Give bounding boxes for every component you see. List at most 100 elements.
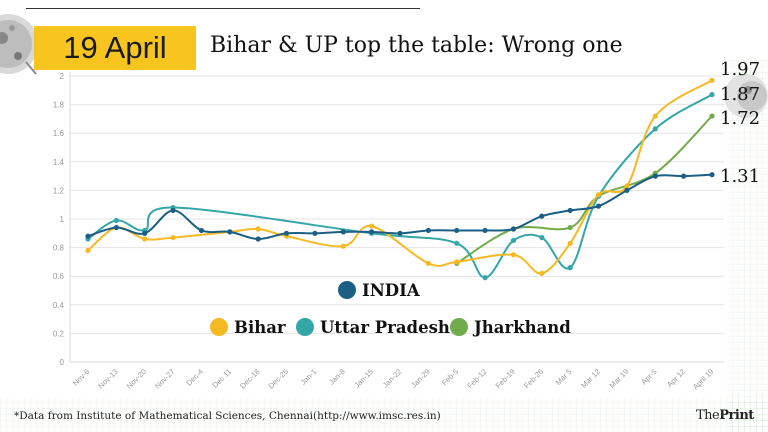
x-tick-label: Nov-20 [125,367,148,390]
source-note: *Data from Institute of Mathematical Sci… [14,410,441,422]
y-tick-label: 0.6 [53,272,65,281]
date-badge: 19 April [34,26,196,70]
data-point-uttar-pradesh [113,217,119,224]
data-point-bihar [652,113,658,119]
legend-label-india: INDIA [362,281,420,300]
legend-label-jharkhand: Jharkhand [472,318,571,337]
data-point-uttar-pradesh [652,126,658,132]
brand-print: Print [719,408,754,423]
data-point-jharkhand [567,224,573,231]
data-point-bihar [595,192,602,198]
x-tick-label: Dec 11 [210,367,233,390]
data-point-uttar-pradesh [709,91,715,98]
legend-swatch-india [338,281,356,299]
data-point-bihar [369,223,375,229]
brand-logo: ThePrint [696,408,754,423]
data-point-uttar-pradesh [510,237,517,244]
data-point-bihar [255,226,261,232]
x-tick-label: Jan-22 [381,367,404,390]
legend-swatch-jharkhand [450,318,468,336]
data-point-india [283,230,290,236]
data-point-bihar [170,234,176,241]
data-point-india [624,187,630,193]
end-label-india: 1.31 [720,166,760,187]
data-point-india [482,227,488,234]
x-tick-label: Feb-12 [465,367,488,390]
data-point-india [340,229,346,235]
data-point-bihar [539,270,545,276]
data-point-india [198,227,205,234]
x-tick-label: Dec-18 [238,367,261,390]
y-tick-label: 0.4 [53,301,65,310]
x-tick-label: Apr-5 [639,367,658,386]
end-label-bihar: 1.97 [720,59,760,80]
x-tick-label: Dec-25 [266,367,289,390]
x-tick-label: Jan-8 [327,367,347,387]
series-line-uttar-pradesh [87,93,713,279]
graph-paper-bg-right [728,60,768,432]
data-point-india [369,229,375,235]
y-tick-label: 0 [60,358,65,367]
x-tick-label: Mar 5 [554,367,574,387]
data-point-india [454,227,460,234]
series-line-bihar [87,79,713,275]
legend-label-bihar: Bihar [234,318,286,337]
y-tick-label: 1.4 [53,158,65,167]
y-tick-label: 0.8 [53,244,65,253]
data-point-india [255,236,261,242]
data-point-bihar [142,236,148,242]
data-point-india [312,230,318,236]
legend-swatch-uttar-pradesh [296,318,314,336]
data-point-india [227,229,233,235]
y-tick-label: 0.2 [53,329,65,338]
data-point-uttar-pradesh [567,265,573,271]
x-tick-label: Mar 12 [579,367,602,390]
data-point-bihar [340,243,346,249]
data-point-india [595,203,602,209]
data-point-india [142,230,148,236]
x-tick-label: Nov-27 [153,367,176,390]
data-point-bihar [567,240,573,246]
data-point-india [567,207,573,214]
data-point-uttar-pradesh [539,234,545,241]
data-point-bihar [85,247,91,254]
x-tick-label: Nov-6 [71,367,92,388]
series-line-india [87,173,713,241]
x-tick-label: Feb-26 [522,367,545,390]
y-tick-label: 1.6 [53,129,65,138]
x-tick-label: Mar 19 [607,367,630,390]
data-point-india [652,173,658,179]
data-point-bihar [425,260,431,266]
series-line-jharkhand [456,115,713,265]
top-rule [26,8,420,9]
data-point-india [709,172,715,178]
y-tick-label: 1 [60,215,65,224]
end-label-uttar-pradesh: 1.87 [720,84,760,105]
legend-label-uttar-pradesh: Uttar Pradesh [320,318,450,337]
end-labels: 1.97 1.87 1.72 1.31 [720,59,760,187]
data-point-india [539,213,545,219]
axes: 0 0.2 0.4 0.6 0.8 1 1.2 1.4 1.6 1.8 2 Nov-6 Nov-13 No… [53,72,724,391]
data-point-india [425,227,431,234]
y-tick-label: 1.8 [53,101,65,110]
data-point-india [397,230,403,236]
virus-illustration [0,14,768,118]
data-point-india [170,207,176,214]
data-point-bihar [709,77,715,83]
legend-swatch-bihar [210,318,228,336]
data-point-bihar [454,259,460,265]
y-tick-label: 2 [60,72,65,81]
x-tick-label: Jan-15 [352,367,375,390]
x-tick-label: Apr 12 [665,367,687,389]
chart-title: Bihar & UP top the table: Wrong one [210,33,623,58]
data-point-india [510,226,517,232]
date-badge-text: 19 April [63,30,167,65]
data-point-jharkhand [709,113,715,119]
y-tick-label: 1.2 [53,186,65,195]
brand-the: The [696,408,720,423]
x-tick-label: Nov-13 [96,367,119,390]
legend: INDIA Bihar Uttar Pradesh Jharkhand [210,281,571,337]
x-tick-label: Jan-29 [409,367,432,390]
